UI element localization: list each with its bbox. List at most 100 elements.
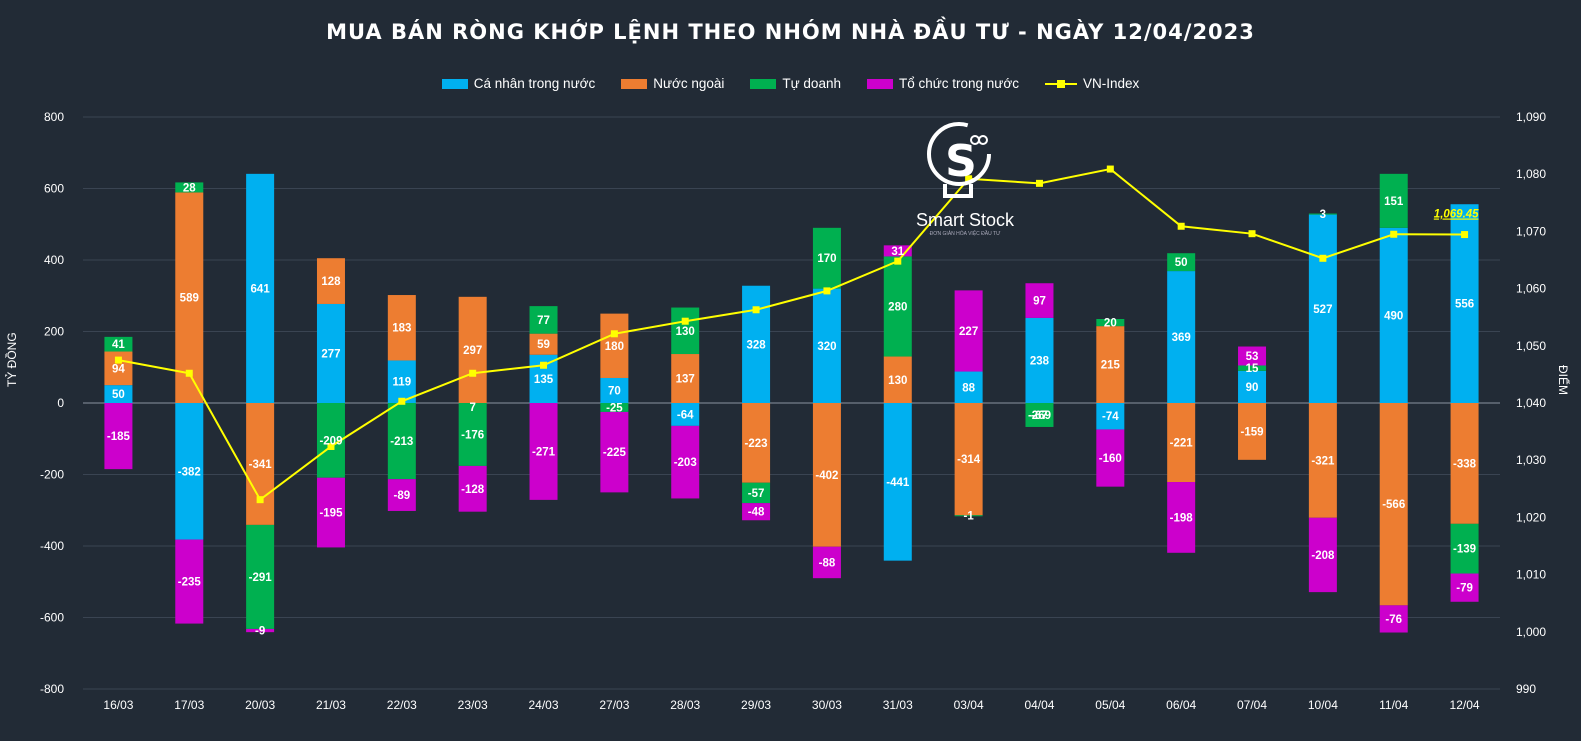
- data-label-retail: -382: [178, 466, 201, 478]
- axes: 800 600 400 200 0 -200 -400 -600 -800 1,090 1,080 1…: [40, 110, 1546, 712]
- data-label-retail: 320: [817, 341, 836, 353]
- data-label-institutional: -79: [1456, 583, 1473, 595]
- y2-tick-label: 1,040: [1516, 396, 1546, 410]
- y-tick-label: 600: [44, 182, 64, 196]
- vnindex-point: [1177, 222, 1185, 230]
- y-tick-label: -400: [40, 539, 64, 553]
- x-tick-label: 20/03: [245, 698, 275, 712]
- x-tick-label: 24/03: [529, 698, 559, 712]
- data-label-retail: 88: [962, 382, 975, 394]
- legend-swatch-vnindex: [1044, 79, 1077, 89]
- data-label-institutional: 53: [1246, 351, 1259, 363]
- data-label-institutional: 97: [1033, 296, 1046, 308]
- data-label-proprietary: -57: [748, 488, 765, 500]
- bar-segment-foreign: [812, 403, 841, 547]
- y-tick-label: -800: [40, 682, 64, 696]
- legend-item-institutional[interactable]: Tổ chức trong nước: [866, 76, 1019, 91]
- data-label-institutional: 227: [959, 326, 978, 338]
- bar-segment-retail: [1167, 271, 1196, 403]
- bar-segment-retail: [316, 303, 345, 403]
- bar-segment-foreign: [1450, 403, 1479, 524]
- data-label-foreign: 59: [537, 339, 550, 351]
- y-tick-label: 0: [57, 396, 64, 410]
- bar-segment-foreign: [1379, 403, 1408, 606]
- bar-segment-proprietary: [246, 524, 275, 629]
- bar-segment-retail: [600, 377, 629, 403]
- data-label-retail: 70: [608, 385, 621, 397]
- legend-label-institutional: Tổ chức trong nước: [898, 76, 1019, 91]
- data-label-proprietary: 3: [1320, 209, 1326, 221]
- bar-segment-proprietary: [1308, 213, 1337, 215]
- y2-tick-label: 1,080: [1516, 167, 1546, 181]
- vnindex-point: [752, 306, 760, 314]
- bar-segment-retail: [1308, 214, 1337, 403]
- legend-swatch-foreign: [621, 78, 648, 89]
- y2-tick-label: 1,060: [1516, 282, 1546, 296]
- data-label-institutional: 31: [891, 246, 904, 258]
- bars: [104, 173, 1479, 633]
- data-label-institutional: -128: [461, 484, 485, 496]
- data-label-proprietary: -139: [1453, 544, 1476, 556]
- data-label-foreign: -566: [1382, 499, 1405, 511]
- bar-segment-proprietary: [175, 182, 204, 193]
- data-label-retail: 556: [1455, 299, 1474, 311]
- bar-segment-institutional: [671, 425, 700, 499]
- vnindex-point: [1106, 165, 1114, 173]
- data-label-institutional: -48: [748, 507, 765, 519]
- data-label-proprietary: 28: [183, 182, 196, 194]
- data-label-institutional: -195: [319, 508, 343, 520]
- vnindex-point: [823, 287, 831, 295]
- bar-segment-foreign: [883, 356, 912, 403]
- data-label-retail: 119: [393, 377, 412, 389]
- y2-tick-label: 1,090: [1516, 110, 1546, 124]
- data-label-institutional: -225: [603, 447, 627, 459]
- y2-tick-label: 1,070: [1516, 224, 1546, 238]
- data-label-retail: 50: [112, 389, 125, 401]
- bar-segment-retail: [1379, 227, 1408, 403]
- bar-segment-foreign: [387, 295, 416, 361]
- data-label-proprietary: 15: [1246, 363, 1259, 375]
- bar-segment-institutional: [1379, 605, 1408, 633]
- legend: Cá nhân trong nước Nước ngoài Tự doanh T…: [0, 76, 1581, 91]
- legend-label-retail: Cá nhân trong nước: [473, 76, 596, 91]
- data-label-foreign: -321: [1311, 455, 1335, 467]
- bar-segment-institutional: [742, 503, 771, 521]
- x-tick-label: 06/04: [1166, 698, 1196, 712]
- data-label-foreign: 589: [180, 293, 199, 305]
- data-label-foreign: 94: [112, 363, 125, 375]
- legend-item-retail[interactable]: Cá nhân trong nước: [441, 76, 596, 91]
- data-label-foreign: 130: [888, 375, 907, 387]
- data-label-institutional: -198: [1170, 512, 1194, 524]
- vnindex-polyline: [118, 167, 1465, 502]
- vnindex-point: [1390, 230, 1398, 238]
- vnindex-line: [114, 165, 1469, 504]
- data-label-proprietary: 170: [817, 253, 836, 265]
- legend-label-vnindex: VN-Index: [1082, 76, 1140, 91]
- bulb-logo-icon: S: [927, 122, 991, 198]
- bar-segment-proprietary: [387, 403, 416, 480]
- data-label-institutional: -160: [1099, 453, 1122, 465]
- y-tick-label: -200: [40, 468, 64, 482]
- data-label-proprietary: -291: [249, 572, 273, 584]
- data-label-retail: 369: [1172, 332, 1191, 344]
- y2-tick-label: 1,030: [1516, 453, 1546, 467]
- data-label-institutional: -235: [178, 577, 202, 589]
- vnindex-point: [681, 317, 689, 325]
- x-tick-label: 27/03: [599, 698, 629, 712]
- legend-item-proprietary[interactable]: Tự doanh: [750, 76, 841, 91]
- data-label-institutional: -89: [394, 490, 411, 502]
- legend-item-foreign[interactable]: Nước ngoài: [621, 76, 724, 91]
- data-label-proprietary: 41: [112, 339, 125, 351]
- y2-tick-label: 1,000: [1516, 625, 1546, 639]
- x-tick-label: 16/03: [103, 698, 133, 712]
- data-label-proprietary: -176: [461, 429, 484, 441]
- x-tick-label: 03/04: [954, 698, 984, 712]
- data-label-proprietary: 130: [676, 326, 695, 338]
- bar-segment-institutional: [1025, 283, 1054, 318]
- x-tick-label: 28/03: [670, 698, 700, 712]
- bar-segment-retail: [1096, 403, 1125, 430]
- logo-tagline: ĐƠN GIẢN HÓA VIỆC ĐẦU TƯ: [929, 231, 1001, 237]
- legend-item-vnindex[interactable]: VN-Index: [1044, 76, 1140, 91]
- data-label-institutional: -203: [674, 457, 697, 469]
- x-tick-label: 23/03: [458, 698, 488, 712]
